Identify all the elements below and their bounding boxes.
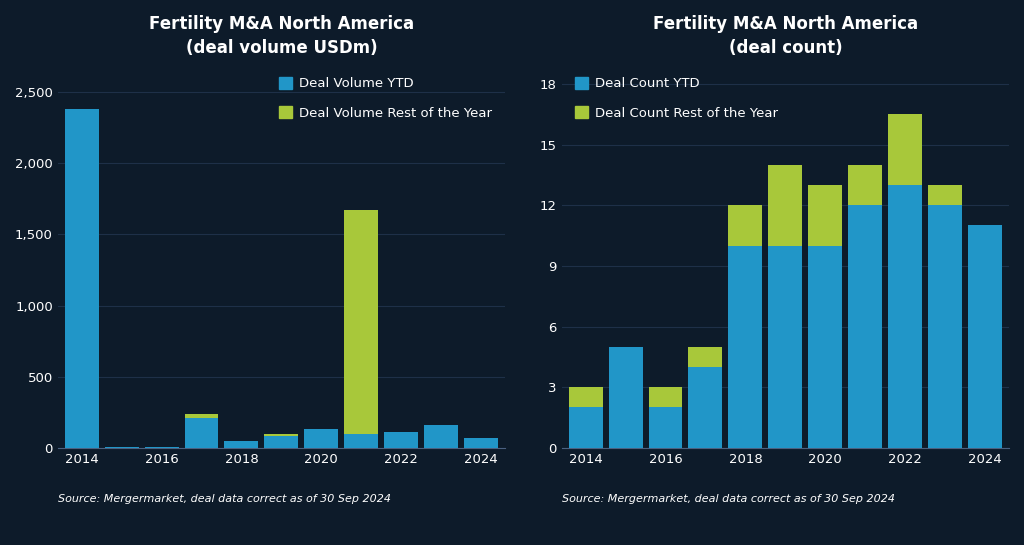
Text: Source: Mergermarket, deal data correct as of 30 Sep 2024: Source: Mergermarket, deal data correct … xyxy=(561,494,895,504)
Bar xyxy=(344,210,378,434)
Bar xyxy=(728,205,762,246)
Bar xyxy=(184,418,218,448)
Title: Fertility M&A North America
(deal count): Fertility M&A North America (deal count) xyxy=(652,15,918,57)
Bar xyxy=(808,185,843,246)
Bar xyxy=(648,408,682,448)
Bar xyxy=(768,165,803,246)
Bar xyxy=(184,414,218,418)
Bar xyxy=(264,437,298,448)
Bar xyxy=(688,347,722,367)
Bar xyxy=(728,246,762,448)
Bar xyxy=(608,347,642,448)
Bar xyxy=(304,429,338,448)
Bar xyxy=(464,438,498,448)
Bar xyxy=(928,205,963,448)
Bar xyxy=(888,185,923,448)
Bar xyxy=(648,387,682,408)
Bar xyxy=(264,434,298,437)
Legend: Deal Volume YTD, Deal Volume Rest of the Year: Deal Volume YTD, Deal Volume Rest of the… xyxy=(272,70,499,126)
Bar xyxy=(968,226,1002,448)
Bar xyxy=(104,447,138,448)
Bar xyxy=(568,387,602,408)
Bar xyxy=(568,408,602,448)
Bar xyxy=(144,447,178,448)
Bar xyxy=(424,425,458,448)
Bar xyxy=(888,114,923,185)
Bar xyxy=(224,441,258,448)
Bar xyxy=(344,434,378,448)
Bar xyxy=(848,165,883,205)
Bar xyxy=(848,205,883,448)
Bar xyxy=(384,432,418,448)
Bar xyxy=(65,109,98,448)
Bar xyxy=(928,185,963,205)
Text: Source: Mergermarket, deal data correct as of 30 Sep 2024: Source: Mergermarket, deal data correct … xyxy=(57,494,391,504)
Legend: Deal Count YTD, Deal Count Rest of the Year: Deal Count YTD, Deal Count Rest of the Y… xyxy=(568,70,784,126)
Bar xyxy=(688,367,722,448)
Bar xyxy=(768,246,803,448)
Bar xyxy=(808,246,843,448)
Title: Fertility M&A North America
(deal volume USDm): Fertility M&A North America (deal volume… xyxy=(148,15,414,57)
